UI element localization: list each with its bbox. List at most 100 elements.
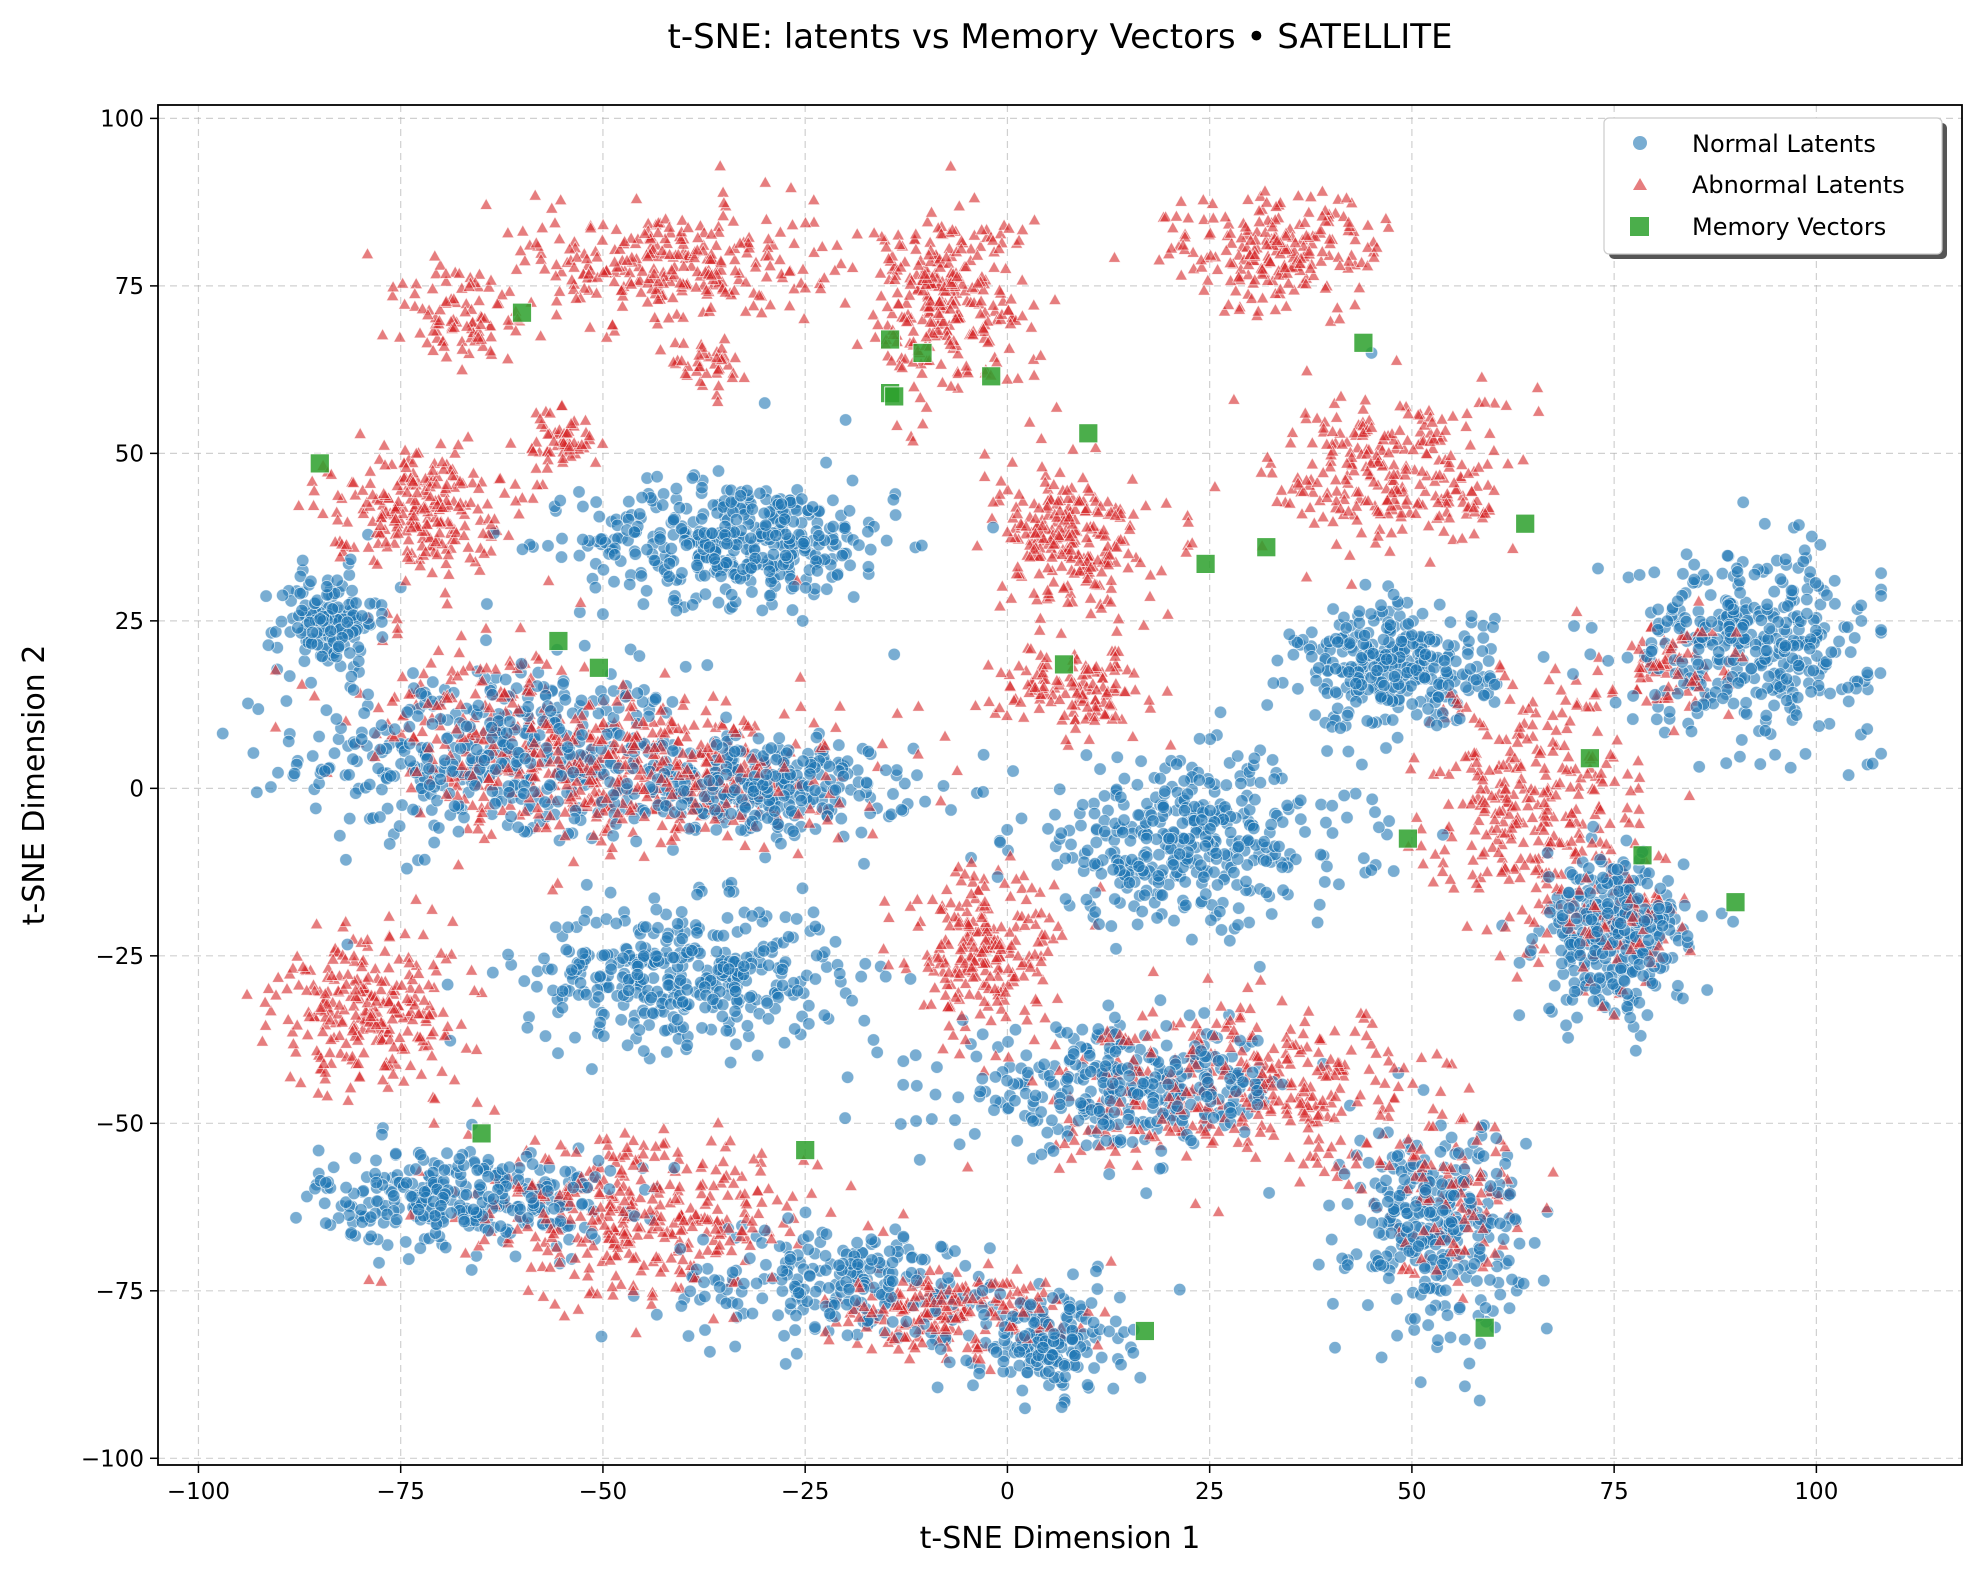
- normal-latent-point: [634, 569, 649, 583]
- normal-latent-point: [606, 684, 621, 698]
- abnormal-latent-point: [1321, 1146, 1336, 1159]
- abnormal-latent-point: [1529, 880, 1544, 893]
- normal-latent-point: [1110, 750, 1124, 764]
- abnormal-latent-point: [1152, 252, 1166, 266]
- normal-latent-point: [1352, 604, 1367, 618]
- normal-latent-point: [1860, 665, 1874, 680]
- abnormal-latent-point: [353, 426, 367, 439]
- normal-latent-point: [1441, 638, 1455, 652]
- normal-latent-point: [647, 891, 661, 905]
- normal-latent-point: [1106, 1382, 1120, 1396]
- abnormal-latent-point: [484, 827, 499, 840]
- normal-latent-point: [1045, 1113, 1059, 1127]
- normal-latent-point: [952, 1137, 967, 1151]
- normal-latent-point: [1337, 788, 1351, 803]
- abnormal-latent-point: [896, 1206, 911, 1220]
- normal-latent-point: [620, 1038, 635, 1052]
- normal-latent-point: [1647, 565, 1661, 579]
- normal-latent-point: [1629, 1044, 1643, 1058]
- normal-latent-point: [1364, 607, 1378, 621]
- normal-latent-point: [1873, 666, 1888, 680]
- abnormal-latent-point: [1054, 626, 1069, 639]
- normal-latent-point: [297, 654, 311, 668]
- normal-latent-point: [1352, 616, 1366, 630]
- normal-latent-point: [1108, 1010, 1122, 1025]
- normal-latent-point: [777, 1329, 791, 1343]
- normal-latent-point: [861, 744, 875, 759]
- normal-latent-point: [1066, 1267, 1080, 1281]
- normal-latent-point: [339, 853, 353, 867]
- normal-latent-point: [1798, 543, 1812, 557]
- normal-latent-point: [864, 542, 878, 557]
- abnormal-latent-point: [1590, 663, 1605, 676]
- abnormal-latent-point: [1285, 425, 1300, 438]
- normal-latent-point: [788, 1022, 802, 1036]
- normal-latent-point: [304, 676, 318, 690]
- normal-latent-point: [1114, 1358, 1128, 1372]
- normal-latent-point: [880, 533, 894, 548]
- abnormal-latent-point: [952, 198, 967, 212]
- normal-latent-point: [1242, 915, 1256, 930]
- abnormal-latent-point: [1631, 781, 1646, 794]
- abnormal-latent-point: [968, 698, 983, 711]
- normal-latent-point: [818, 1249, 833, 1263]
- normal-latent-point: [788, 1323, 802, 1337]
- normal-latent-point: [1391, 731, 1405, 745]
- normal-latent-point: [1626, 689, 1640, 703]
- normal-latent-point: [1231, 749, 1245, 763]
- normal-latent-point: [1113, 1290, 1127, 1305]
- normal-latent-point: [1715, 566, 1730, 581]
- abnormal-latent-point: [1297, 1014, 1312, 1027]
- normal-latent-point: [1130, 778, 1145, 792]
- normal-latent-point: [479, 633, 493, 647]
- normal-latent-point: [802, 999, 816, 1013]
- normal-latent-point: [1692, 760, 1706, 774]
- normal-latent-point: [650, 1308, 664, 1322]
- abnormal-latent-point: [1000, 708, 1014, 721]
- abnormal-latent-point: [915, 312, 930, 325]
- abnormal-latent-point: [1287, 282, 1301, 296]
- normal-latent-point: [1416, 1083, 1431, 1097]
- normal-latent-point: [1386, 713, 1400, 727]
- abnormal-latent-point: [566, 854, 581, 867]
- normal-latent-point: [1232, 901, 1246, 915]
- abnormal-latent-point: [408, 299, 422, 312]
- normal-latent-point: [789, 1308, 803, 1323]
- normal-latent-point: [700, 658, 714, 672]
- abnormal-latent-point: [1332, 311, 1347, 325]
- normal-latent-point: [894, 1117, 908, 1131]
- abnormal-latent-point: [595, 233, 610, 246]
- abnormal-latent-point: [544, 201, 559, 214]
- normal-latent-point: [549, 920, 563, 934]
- normal-latent-point: [845, 473, 860, 488]
- normal-latent-point: [259, 589, 273, 603]
- normal-latent-point: [1092, 917, 1106, 931]
- abnormal-latent-point: [1341, 1177, 1356, 1190]
- normal-latent-point: [1328, 1341, 1342, 1355]
- normal-latent-point: [343, 811, 357, 826]
- normal-latent-point: [1117, 771, 1132, 786]
- normal-latent-point: [1059, 892, 1073, 906]
- normal-latent-point: [1561, 1031, 1575, 1045]
- abnormal-latent-point: [1258, 183, 1272, 197]
- abnormal-latent-point: [515, 224, 530, 237]
- abnormal-latent-point: [599, 330, 614, 343]
- normal-latent-point: [1796, 554, 1810, 569]
- normal-latent-point: [380, 801, 395, 816]
- normal-latent-point: [1109, 1314, 1123, 1329]
- abnormal-latent-point: [1482, 426, 1497, 439]
- normal-latent-point: [306, 749, 320, 763]
- normal-latent-point: [1008, 1023, 1023, 1037]
- normal-latent-point: [798, 1205, 813, 1220]
- normal-latent-point: [1431, 1333, 1445, 1347]
- abnormal-latent-point: [951, 346, 965, 360]
- normal-latent-point: [637, 1044, 651, 1058]
- normal-latent-point: [1358, 578, 1373, 592]
- normal-latent-point: [1804, 685, 1818, 699]
- normal-latent-point: [1676, 567, 1690, 581]
- abnormal-latent-point: [356, 1045, 371, 1059]
- normal-latent-point: [1210, 878, 1225, 892]
- normal-latent-point: [538, 1029, 553, 1043]
- normal-latent-point: [440, 977, 455, 992]
